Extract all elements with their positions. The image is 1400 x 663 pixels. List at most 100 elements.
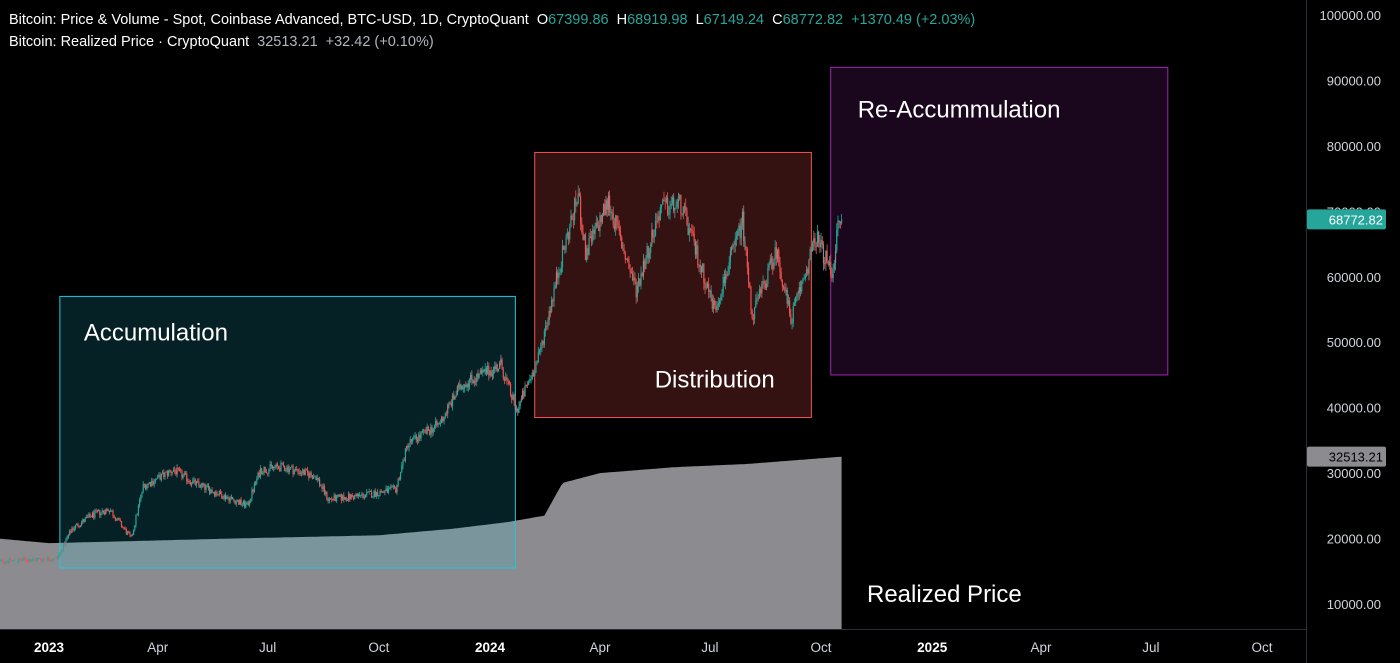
candle-body: [119, 520, 121, 522]
candle-body: [583, 234, 585, 240]
candle-body: [451, 394, 454, 407]
candle-body: [116, 519, 118, 521]
candle-body: [15, 560, 17, 562]
candle-body: [105, 509, 107, 515]
candle-body: [609, 195, 611, 213]
candle-body: [470, 374, 472, 380]
candle-body: [515, 408, 518, 410]
candle-body: [524, 385, 526, 397]
realized-price-tag-bg: [1307, 446, 1386, 467]
candle-body: [461, 385, 463, 389]
candle-body: [727, 271, 729, 276]
candle-body: [824, 263, 826, 265]
legend-open-label: O: [536, 12, 549, 28]
candle-body: [700, 267, 703, 272]
candle-body: [264, 467, 266, 473]
candle-body: [773, 259, 775, 269]
candle-body: [563, 245, 565, 250]
candle-body: [569, 226, 571, 240]
candle-body: [362, 493, 364, 498]
x-tick-label: 2023: [34, 640, 65, 655]
candle-body: [333, 495, 335, 500]
candle-body: [705, 287, 707, 289]
candle-body: [837, 220, 839, 230]
candle-body: [294, 468, 297, 470]
candle-body: [641, 273, 643, 276]
candle-body: [32, 558, 34, 561]
candle-body: [671, 197, 674, 204]
legend-title: Bitcoin: Price & Volume - Spot, Coinbase…: [9, 12, 529, 28]
candle-body: [219, 490, 222, 495]
candle-body: [413, 436, 415, 438]
candle-body: [348, 493, 350, 501]
candle-body: [257, 472, 259, 479]
candle-body: [290, 467, 292, 470]
candle-body: [595, 222, 597, 228]
candle-body: [664, 201, 666, 203]
candle-body: [822, 244, 825, 264]
candle-body: [542, 340, 544, 345]
candle-body: [263, 467, 265, 473]
candle-body: [839, 221, 841, 224]
candle-body: [159, 475, 161, 481]
candle-body: [450, 402, 452, 407]
candle-body: [9, 558, 11, 562]
candle-body: [726, 274, 728, 276]
candle-body: [581, 223, 583, 232]
candle-body: [509, 383, 512, 395]
candle-body: [833, 263, 835, 270]
candle-body: [222, 498, 224, 500]
candle-body: [721, 293, 723, 297]
candle-body: [381, 492, 384, 493]
candle-body: [375, 491, 378, 497]
candle-body: [380, 490, 382, 493]
candle-body: [803, 278, 805, 280]
candle-body: [18, 558, 20, 562]
candle-body: [767, 268, 769, 284]
candle-body: [549, 310, 552, 313]
candle-body: [197, 481, 199, 482]
candle-body: [339, 494, 341, 497]
candle-body: [236, 500, 239, 502]
candle-body: [424, 429, 426, 431]
candle-body: [211, 489, 213, 493]
candle-body: [746, 249, 748, 268]
candle-body: [489, 370, 491, 376]
candle-body: [710, 290, 712, 298]
candle-body: [538, 349, 541, 353]
candle-body: [97, 510, 100, 512]
candle-body: [543, 331, 545, 345]
candle-body: [551, 300, 553, 313]
candle-body: [323, 486, 326, 495]
candle-body: [819, 242, 821, 248]
candle-body: [360, 494, 362, 496]
candle-body: [314, 476, 316, 478]
candle-body: [670, 203, 672, 206]
candle-body: [398, 478, 400, 480]
x-tick-label: Jul: [1142, 640, 1159, 655]
candle-body: [55, 556, 57, 558]
candle-body: [206, 485, 208, 487]
candle-body: [602, 204, 605, 215]
candle-body: [164, 472, 166, 477]
candle-body: [172, 469, 175, 473]
candle-body: [652, 229, 654, 238]
candle-body: [426, 426, 428, 434]
candle-body: [744, 241, 746, 248]
candle-body: [567, 232, 570, 240]
candle-body: [673, 197, 675, 211]
candle-body: [352, 496, 355, 500]
candle-body: [512, 394, 514, 400]
candle-body: [245, 504, 247, 508]
candle-body: [403, 460, 405, 462]
candle-body: [642, 260, 645, 276]
candle-body: [442, 417, 444, 422]
candle-body: [378, 495, 380, 497]
candle-body: [141, 491, 143, 495]
candle-body: [396, 485, 398, 493]
candle-body: [810, 249, 812, 252]
candle-body: [599, 215, 601, 232]
candle-body: [321, 485, 323, 489]
candle-body: [659, 207, 661, 221]
